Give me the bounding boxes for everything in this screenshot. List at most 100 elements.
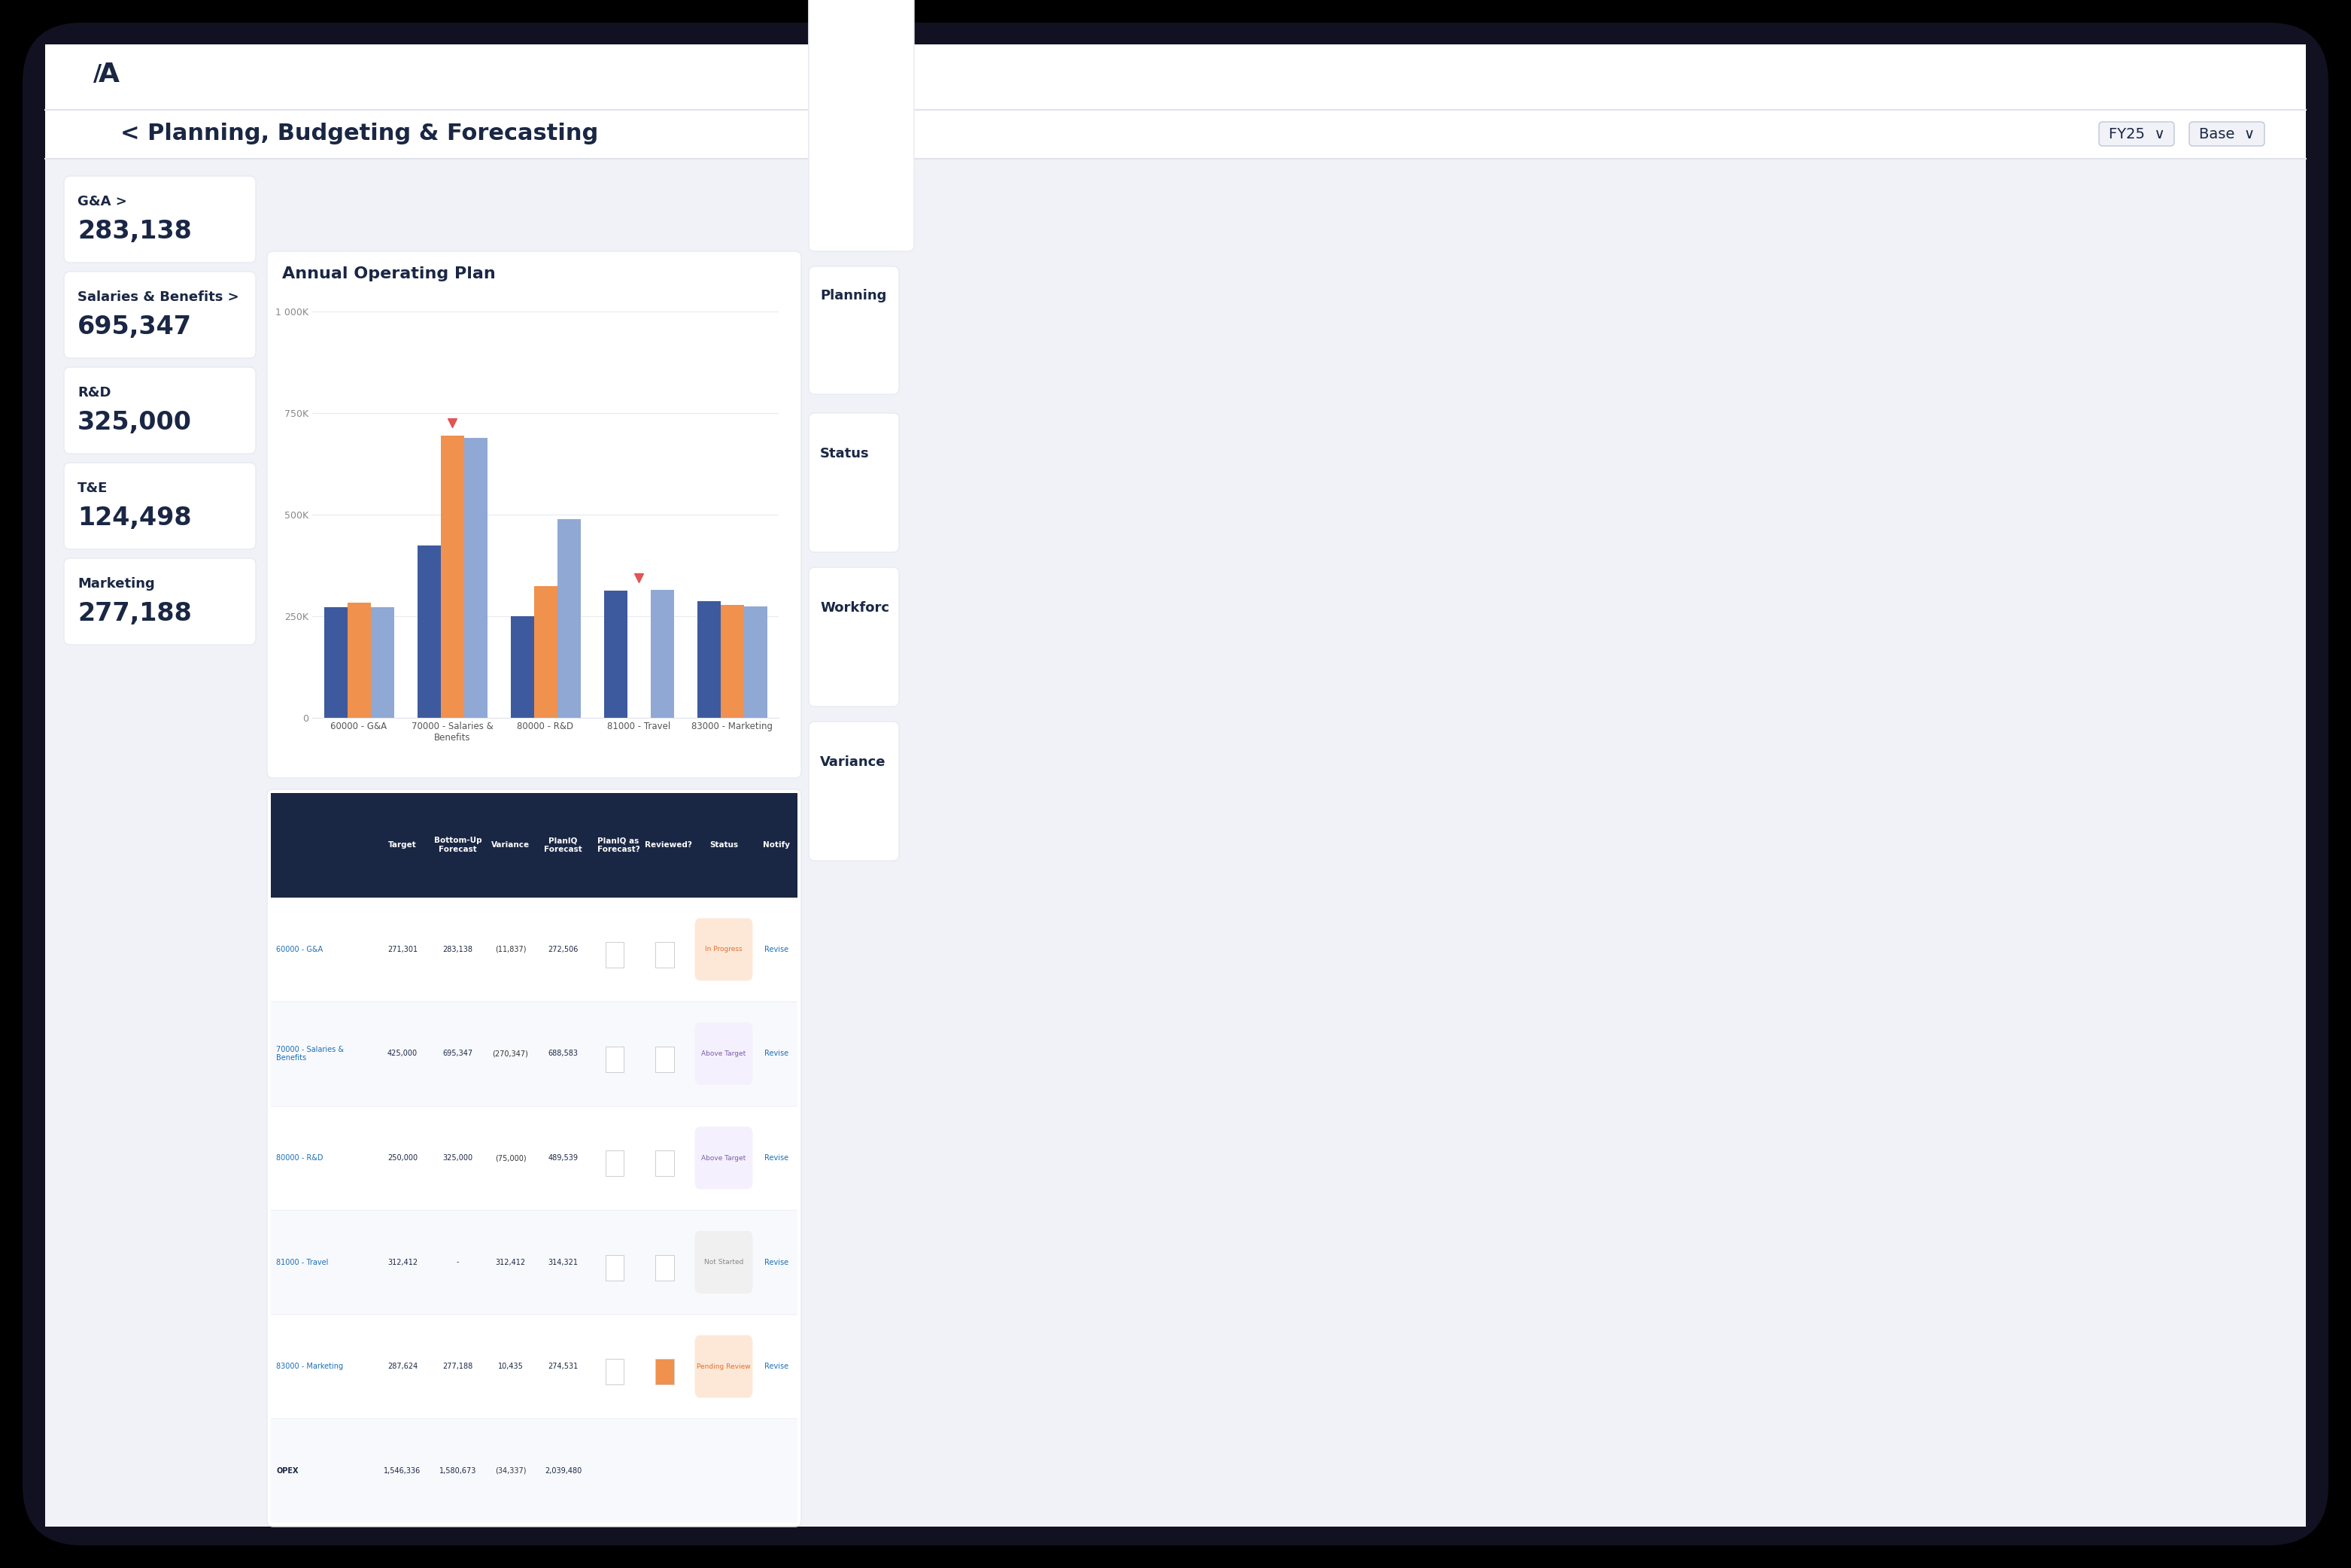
Text: A: A (99, 61, 120, 88)
FancyBboxPatch shape (696, 919, 752, 980)
Text: 277,188: 277,188 (442, 1363, 473, 1370)
FancyBboxPatch shape (63, 367, 256, 453)
Text: 277,188: 277,188 (78, 601, 193, 626)
Text: 489,539: 489,539 (548, 1154, 578, 1162)
Text: (11,837): (11,837) (494, 946, 527, 953)
Bar (45, 110, 2306, 157)
FancyBboxPatch shape (63, 176, 256, 262)
FancyBboxPatch shape (63, 558, 256, 644)
Text: Revise: Revise (764, 1154, 788, 1162)
FancyBboxPatch shape (809, 267, 898, 394)
Bar (371, 607, 395, 718)
Bar (324, 607, 348, 718)
Bar (463, 437, 487, 718)
Text: T&E: T&E (78, 481, 108, 495)
FancyBboxPatch shape (24, 22, 2327, 1546)
Bar (604, 1151, 623, 1176)
Bar (510, 616, 534, 718)
FancyBboxPatch shape (809, 0, 915, 251)
Bar (696, 601, 719, 718)
FancyBboxPatch shape (809, 721, 898, 861)
Text: 272,506: 272,506 (548, 946, 578, 953)
Text: 271,301: 271,301 (388, 946, 418, 953)
FancyBboxPatch shape (2189, 122, 2264, 146)
Text: Status: Status (820, 447, 870, 461)
FancyBboxPatch shape (696, 1127, 752, 1189)
Text: Bottom-Up
Forecast: Bottom-Up Forecast (435, 837, 482, 853)
Text: FY25  ∨: FY25 ∨ (2109, 127, 2165, 141)
Text: G&A >: G&A > (78, 194, 127, 209)
Text: OPEX: OPEX (275, 1468, 299, 1474)
Text: (34,337): (34,337) (494, 1468, 527, 1474)
FancyBboxPatch shape (809, 412, 898, 552)
Text: 325,000: 325,000 (78, 411, 193, 434)
Text: 80000 - R&D: 80000 - R&D (275, 1154, 322, 1162)
Bar (440, 436, 463, 718)
FancyBboxPatch shape (2099, 122, 2175, 146)
Text: 283,138: 283,138 (78, 220, 193, 243)
Text: Planning: Planning (820, 289, 886, 303)
Text: Target: Target (388, 842, 416, 848)
Text: < Planning, Budgeting & Forecasting: < Planning, Budgeting & Forecasting (120, 122, 597, 144)
FancyBboxPatch shape (63, 463, 256, 549)
Text: Not Started: Not Started (703, 1259, 743, 1265)
Bar (604, 1254, 623, 1281)
Text: 60000 - G&A: 60000 - G&A (275, 946, 322, 953)
Bar (534, 586, 557, 718)
Text: Variance: Variance (820, 756, 886, 768)
Text: Above Target: Above Target (701, 1051, 745, 1057)
Text: In Progress: In Progress (705, 946, 743, 953)
FancyBboxPatch shape (809, 0, 898, 251)
FancyBboxPatch shape (45, 44, 2306, 1527)
Text: R&D: R&D (78, 386, 110, 400)
Bar (604, 942, 623, 967)
Text: 124,498: 124,498 (78, 505, 190, 530)
Bar (604, 591, 628, 718)
Text: Base  ∨: Base ∨ (2198, 127, 2255, 141)
Text: PlanIQ as
Forecast?: PlanIQ as Forecast? (597, 837, 639, 853)
Text: Annual Operating Plan: Annual Operating Plan (282, 267, 496, 281)
Text: 1,546,336: 1,546,336 (383, 1468, 421, 1474)
Text: 250,000: 250,000 (388, 1154, 418, 1162)
Bar (604, 1046, 623, 1073)
Text: 695,347: 695,347 (78, 315, 193, 339)
Text: Above Target: Above Target (701, 1154, 745, 1162)
Bar (656, 1046, 675, 1073)
Legend: Target, Bottom-Up Forecast, PlanIQ Forecast, Alert: Target, Bottom-Up Forecast, PlanIQ Forec… (381, 795, 710, 812)
Text: Revise: Revise (764, 1259, 788, 1265)
Text: 425,000: 425,000 (388, 1051, 418, 1057)
Text: 2,039,480: 2,039,480 (545, 1468, 581, 1474)
Text: Marketing: Marketing (78, 577, 155, 591)
Text: Variance: Variance (491, 842, 529, 848)
FancyBboxPatch shape (696, 1231, 752, 1294)
Text: Workforc: Workforc (820, 601, 889, 615)
Bar (604, 1359, 623, 1385)
Text: Revise: Revise (764, 1051, 788, 1057)
Text: Revise: Revise (764, 946, 788, 953)
Text: 688,583: 688,583 (548, 1051, 578, 1057)
Text: 83000 - Marketing: 83000 - Marketing (275, 1363, 343, 1370)
Text: (270,347): (270,347) (491, 1051, 529, 1057)
Bar (416, 546, 440, 718)
Text: Revise: Revise (764, 1363, 788, 1370)
Text: 312,412: 312,412 (388, 1259, 418, 1265)
Bar (348, 602, 371, 718)
Text: 314,321: 314,321 (548, 1259, 578, 1265)
Text: Status: Status (710, 842, 738, 848)
Text: 10,435: 10,435 (498, 1363, 524, 1370)
Text: Pending Review: Pending Review (696, 1363, 750, 1370)
Text: Notify: Notify (762, 842, 790, 848)
Text: PlanIQ
Forecast: PlanIQ Forecast (543, 837, 583, 853)
Bar (743, 607, 766, 718)
Text: 274,531: 274,531 (548, 1363, 578, 1370)
FancyBboxPatch shape (63, 271, 256, 358)
Text: /: / (94, 64, 101, 85)
Bar (656, 1151, 675, 1176)
FancyBboxPatch shape (696, 1336, 752, 1397)
Bar (719, 605, 743, 718)
Bar (557, 519, 581, 718)
Bar (651, 590, 675, 718)
Text: Salaries & Benefits >: Salaries & Benefits > (78, 290, 240, 304)
Text: 695,347: 695,347 (442, 1051, 473, 1057)
Text: 287,624: 287,624 (388, 1363, 418, 1370)
